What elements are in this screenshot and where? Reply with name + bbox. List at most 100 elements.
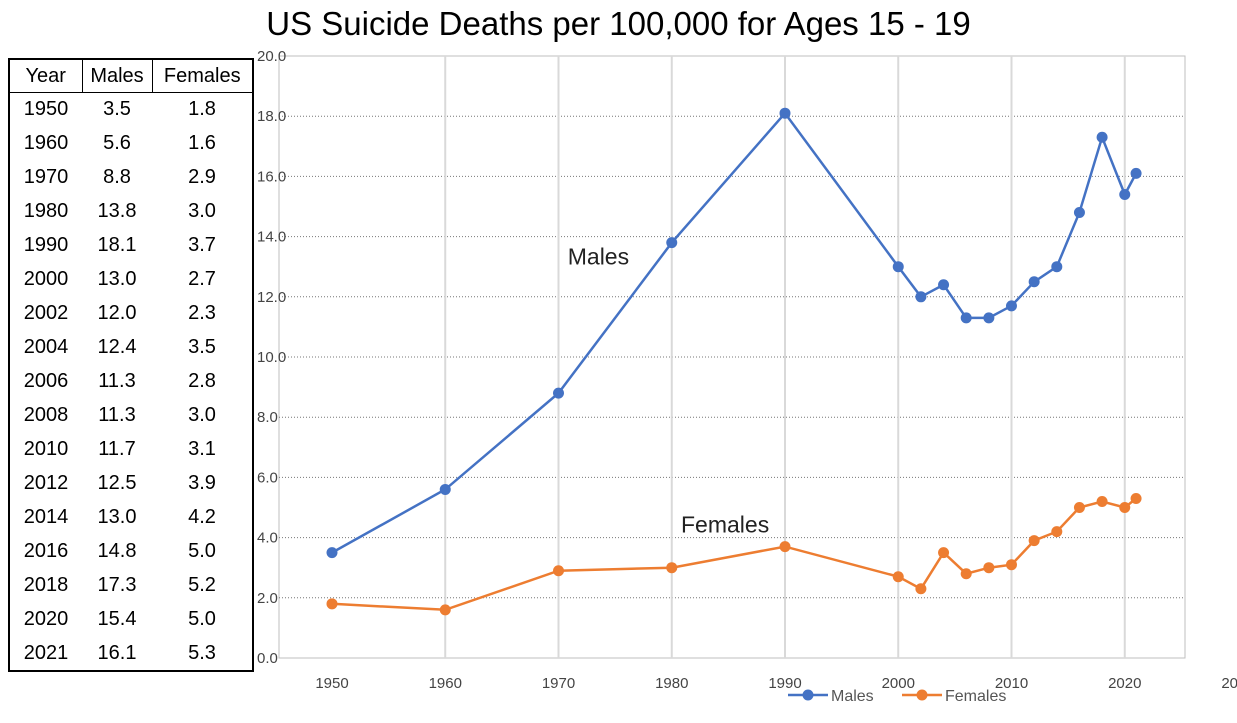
females-legend-marker xyxy=(916,689,928,701)
x-tick-label: 2030 xyxy=(1221,675,1237,692)
males-cell: 17.3 xyxy=(97,573,137,596)
table-row: 2000 13.0 2.7 xyxy=(9,263,253,297)
year-cell: 1970 xyxy=(23,166,69,189)
females-cell: 2.9 xyxy=(188,166,216,189)
females-data-point xyxy=(960,568,972,580)
males-data-point xyxy=(915,291,927,303)
table-row: 2006 11.3 2.8 xyxy=(9,365,253,399)
year-cell: 2012 xyxy=(23,471,69,494)
y-tick-label: 14.0 xyxy=(257,229,286,246)
females-data-point xyxy=(1119,502,1131,513)
x-tick-label: 2010 xyxy=(995,675,1028,692)
year-cell: 2016 xyxy=(23,539,69,562)
males-data-point xyxy=(983,312,995,324)
males-cell: 11.3 xyxy=(98,403,136,426)
females-cell: 2.7 xyxy=(188,268,216,291)
females-cell: 4.2 xyxy=(188,505,216,528)
table-row: 2014 13.0 4.2 xyxy=(9,500,253,534)
table-row: 1990 18.1 3.7 xyxy=(9,229,253,263)
table-row: 1960 5.6 1.6 xyxy=(9,127,253,161)
females-cell: 3.5 xyxy=(188,336,216,359)
males-cell: 14.8 xyxy=(97,539,137,562)
females-cell: 5.0 xyxy=(188,607,216,630)
y-tick-label: 8.0 xyxy=(257,409,278,426)
males-cell: 16.1 xyxy=(97,641,137,664)
females-cell: 5.3 xyxy=(188,641,216,664)
females-data-point xyxy=(1006,559,1017,571)
year-cell: 1980 xyxy=(23,200,69,223)
y-tick-label: 2.0 xyxy=(257,590,278,607)
females-data-point xyxy=(915,583,927,595)
males-cell: 13.0 xyxy=(97,268,137,291)
males-data-point xyxy=(326,547,338,559)
x-tick-label: 1970 xyxy=(542,675,575,692)
year-cell: 2008 xyxy=(23,403,69,426)
males-data-point xyxy=(439,483,451,495)
females-data-point xyxy=(983,562,995,574)
males-data-point xyxy=(1051,261,1063,273)
females-data-point xyxy=(326,598,338,610)
females-data-point xyxy=(779,541,791,553)
females-data-point xyxy=(666,562,678,574)
table-row: 2008 11.3 3.0 xyxy=(9,398,253,432)
males-data-point xyxy=(960,312,972,324)
table-row: 2002 12.0 2.3 xyxy=(9,297,253,331)
males-data-point xyxy=(553,387,564,399)
males-annotation: Males xyxy=(568,244,629,270)
table-row: 2016 14.8 5.0 xyxy=(9,534,253,568)
males-data-point xyxy=(779,107,791,119)
females-data-point xyxy=(1028,535,1040,547)
males-data-point xyxy=(1028,276,1040,288)
x-tick-label: 1960 xyxy=(429,675,462,692)
year-cell: 2018 xyxy=(23,573,69,596)
year-cell: 2006 xyxy=(23,369,69,392)
year-cell: 2010 xyxy=(23,437,69,460)
table-row: 2004 12.4 3.5 xyxy=(9,331,253,365)
males-data-point xyxy=(1073,207,1085,219)
data-table: Year Males Females 1950 3.5 1.8 1960 5.6 1.6 1… xyxy=(8,58,254,672)
y-tick-label: 20.0 xyxy=(257,48,286,65)
males-data-point xyxy=(1119,188,1131,200)
males-data-point xyxy=(1096,131,1108,143)
y-tick-label: 0.0 xyxy=(257,650,278,667)
females-cell: 3.9 xyxy=(188,471,216,494)
header-males: Males xyxy=(81,58,153,93)
table-header-row: Year Males Females xyxy=(8,58,254,93)
males-data-point xyxy=(1006,300,1017,312)
table-row: 2018 17.3 5.2 xyxy=(9,568,253,602)
males-data-point xyxy=(666,237,678,249)
males-cell: 12.5 xyxy=(97,471,137,494)
table-row: 1980 13.8 3.0 xyxy=(9,195,253,229)
females-cell: 2.8 xyxy=(188,369,216,392)
year-cell: 1950 xyxy=(23,98,69,121)
y-tick-label: 16.0 xyxy=(257,168,286,185)
y-tick-label: 4.0 xyxy=(257,530,278,547)
table-row: 1950 3.5 1.8 xyxy=(9,93,253,127)
y-tick-label: 6.0 xyxy=(257,469,278,486)
males-cell: 11.7 xyxy=(98,437,136,460)
chart-title: US Suicide Deaths per 100,000 for Ages 1… xyxy=(266,5,971,42)
year-cell: 2014 xyxy=(23,505,69,528)
females-annotation: Females xyxy=(681,512,769,538)
females-cell: 1.8 xyxy=(188,98,216,121)
table-row: 2020 15.4 5.0 xyxy=(9,602,253,636)
females-data-point xyxy=(1130,492,1142,504)
x-tick-label: 1950 xyxy=(315,675,348,692)
header-year: Year xyxy=(8,58,83,93)
table-row: 2021 16.1 5.3 xyxy=(9,636,253,671)
males-cell: 18.1 xyxy=(97,234,137,257)
males-cell: 12.0 xyxy=(97,302,137,325)
females-cell: 3.0 xyxy=(188,403,216,426)
males-cell: 8.8 xyxy=(103,166,131,189)
males-cell: 12.4 xyxy=(97,336,137,359)
males-legend-marker xyxy=(802,689,814,701)
females-cell: 1.6 xyxy=(188,132,216,155)
females-data-point xyxy=(1051,526,1063,538)
females-cell: 5.0 xyxy=(188,539,216,562)
x-tick-label: 2020 xyxy=(1108,675,1141,692)
males-cell: 11.3 xyxy=(98,369,136,392)
females-data-point xyxy=(553,565,564,577)
females-data-point xyxy=(892,571,904,583)
x-tick-label: 1990 xyxy=(768,675,801,692)
y-tick-label: 12.0 xyxy=(257,289,286,306)
